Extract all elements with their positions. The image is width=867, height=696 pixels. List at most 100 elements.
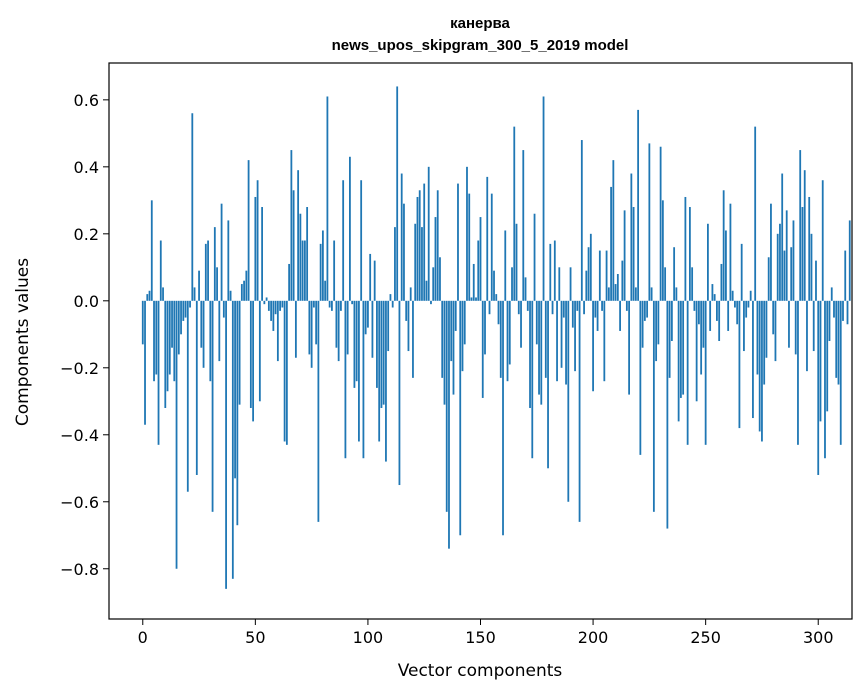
bar <box>614 284 617 301</box>
bar <box>801 207 804 301</box>
bar <box>387 300 390 352</box>
bar <box>740 243 743 301</box>
bar <box>578 300 581 522</box>
x-tick-label: 200 <box>578 628 609 647</box>
x-axis-label: Vector components <box>398 661 563 681</box>
bar <box>837 300 840 385</box>
bar <box>150 200 153 301</box>
bar <box>560 300 563 368</box>
chart-title: канерва news_upos_skipgram_300_5_2019 mo… <box>332 15 629 54</box>
bar <box>652 300 655 512</box>
bar <box>470 297 473 301</box>
bar <box>747 300 750 308</box>
bar <box>673 247 676 301</box>
bar <box>794 300 797 355</box>
bar <box>378 300 381 442</box>
bar <box>270 300 273 321</box>
y-tick-label: 0.0 <box>74 292 99 311</box>
bar <box>767 257 770 301</box>
bar <box>245 270 248 301</box>
bar <box>524 277 527 301</box>
bar <box>240 284 243 301</box>
bar <box>358 300 360 442</box>
bar <box>407 300 410 352</box>
bar <box>144 300 146 425</box>
bar <box>360 180 363 301</box>
y-tick-label: −0.8 <box>60 560 99 579</box>
bar <box>349 156 351 301</box>
plot-frame <box>108 62 853 620</box>
bar <box>281 300 284 308</box>
bar <box>601 300 603 311</box>
bar <box>806 300 808 372</box>
bar <box>238 300 241 405</box>
bar <box>468 193 471 301</box>
bar <box>848 220 851 301</box>
bar <box>749 290 752 301</box>
bar <box>508 300 511 365</box>
bar <box>792 220 795 301</box>
bar <box>580 140 583 301</box>
bar <box>770 203 772 301</box>
bar <box>576 300 579 311</box>
bar <box>702 300 705 348</box>
bar <box>695 300 698 402</box>
bar <box>141 300 144 345</box>
bar <box>549 243 552 301</box>
bar <box>218 300 221 362</box>
bar <box>497 300 500 325</box>
bar <box>526 300 529 311</box>
bar <box>639 300 642 455</box>
bar <box>592 300 594 392</box>
bar <box>826 300 829 412</box>
bar <box>670 300 673 341</box>
bar <box>551 300 554 315</box>
bar <box>522 150 525 301</box>
bar <box>308 300 311 355</box>
bar <box>423 183 426 301</box>
bar <box>722 190 725 301</box>
bar <box>463 300 466 345</box>
bar <box>159 240 162 301</box>
bar <box>231 300 234 579</box>
bar <box>781 173 784 301</box>
bar <box>321 230 324 301</box>
bar <box>621 260 624 301</box>
bar <box>569 267 572 301</box>
bar <box>623 210 626 301</box>
bar <box>405 300 408 321</box>
bar <box>272 300 275 331</box>
bar <box>448 300 450 549</box>
bar <box>677 300 680 422</box>
bar <box>175 300 178 569</box>
bar <box>177 300 180 355</box>
bar <box>556 300 558 382</box>
bar <box>283 300 286 442</box>
bar <box>184 300 187 318</box>
bar <box>182 300 185 321</box>
bar <box>344 300 347 459</box>
bar <box>225 300 227 589</box>
bar <box>209 300 212 382</box>
bar <box>630 173 633 301</box>
bar <box>641 300 644 348</box>
bar <box>301 240 304 301</box>
bar <box>396 86 399 301</box>
bar <box>202 300 205 368</box>
bar <box>637 109 640 301</box>
bar <box>490 193 493 301</box>
bar <box>598 250 601 301</box>
y-axis-ticks: −0.8 −0.6 −0.4 −0.2 0.0 0.2 0.4 0.6 <box>60 91 109 579</box>
bar <box>711 284 714 301</box>
bar <box>815 260 817 301</box>
bar <box>565 300 567 385</box>
bar <box>337 300 340 362</box>
bar <box>274 300 277 315</box>
bar <box>812 300 815 352</box>
bar <box>589 233 592 301</box>
bar <box>367 300 369 328</box>
bar <box>475 297 477 301</box>
bar <box>148 290 151 301</box>
bar <box>267 300 270 311</box>
